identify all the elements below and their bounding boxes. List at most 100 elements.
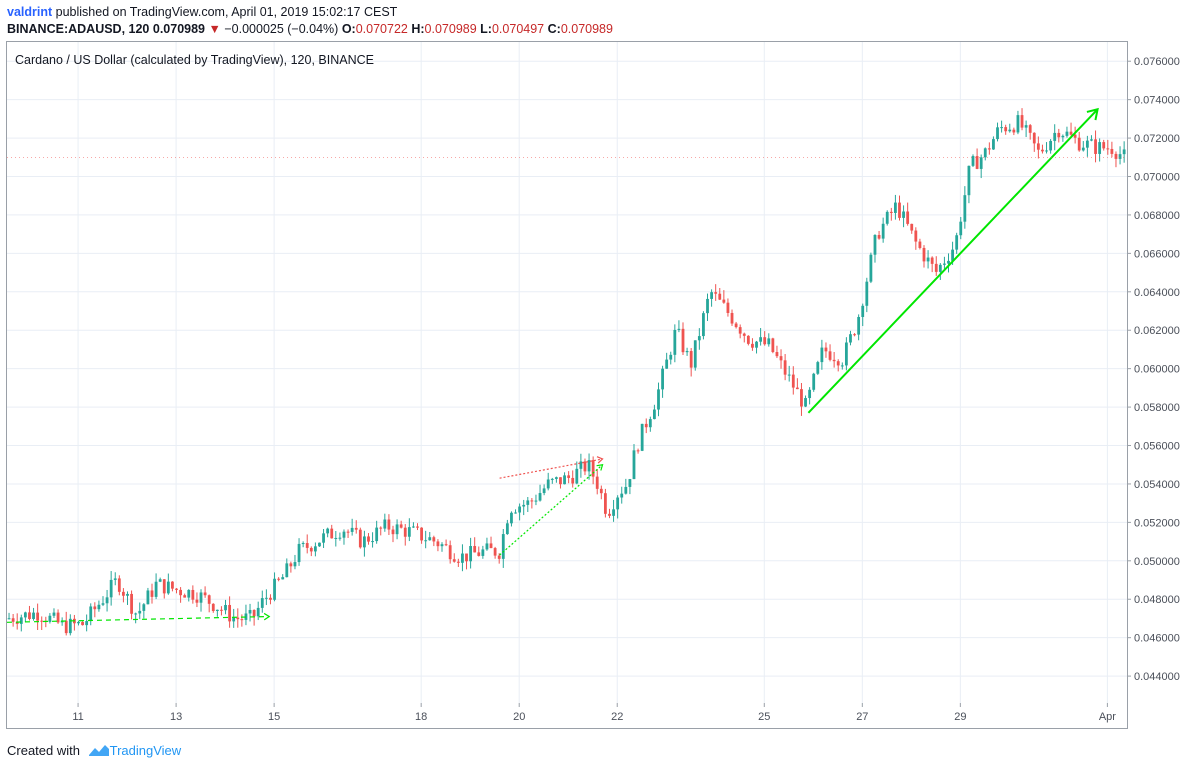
candle-body [64,620,68,634]
candle-body [285,563,289,578]
x-tick-label: 15 [268,711,280,723]
high-label: H: [411,22,425,36]
candle-body [318,542,321,547]
candle-body [1118,154,1122,159]
y-tick-label: 0.062000 [1134,325,1180,337]
candle-body [914,230,918,242]
candle-body [309,547,313,552]
candle-body [56,612,60,623]
published-text: published on TradingView.com, April 01, … [55,5,398,19]
tradingview-logo-icon[interactable] [88,743,110,760]
candle-body [873,234,877,255]
candle-body [808,389,812,399]
candle-body [947,260,950,264]
candle-body [1061,135,1065,138]
candle-body [636,450,640,452]
candle-body [759,337,763,342]
x-tick-label: 11 [72,711,83,723]
candle-body [358,529,362,548]
candle-body [105,597,109,604]
time-axis[interactable]: 11 13 15 18 20 22 25 27 29 Apr [72,703,1116,723]
author-name[interactable]: valdrint [7,5,53,19]
candle-body [240,619,244,621]
y-tick-label: 0.056000 [1134,441,1180,453]
candle-body [906,211,910,224]
candle-body [824,347,828,352]
candles [7,108,1126,636]
candle-body [1122,149,1126,155]
close-label: C: [547,22,561,36]
candle-body [142,604,146,611]
candle-body [1045,150,1048,152]
candle-body [260,598,264,608]
trendline-red-dotted [499,458,603,479]
candle-body [767,338,771,345]
candle-body [669,354,673,360]
candle-body [81,622,84,626]
y-tick-label: 0.058000 [1134,402,1180,414]
candle-body [1004,127,1008,132]
tradingview-brand[interactable]: TradingView [109,743,182,758]
candle-body [648,419,652,428]
candle-body [162,579,166,594]
candle-body [171,581,174,589]
candle-body [383,519,387,529]
candle-body [52,612,56,616]
candle-body [844,342,848,366]
candle-body [640,423,644,451]
candle-body [816,362,820,374]
candle-body [313,546,317,552]
candle-body [289,563,293,567]
y-tick-label: 0.066000 [1134,248,1180,260]
candle-body [1032,132,1036,144]
candle-body [175,588,178,590]
candle-body [522,504,526,507]
candle-body [195,599,199,603]
candle-body [444,544,448,546]
trendline-green-dashed [6,615,270,623]
candle-body [955,235,959,250]
candle-body [542,488,546,494]
candle-body [787,374,791,376]
candle-body [432,537,436,542]
candle-body [734,323,738,328]
candle-body [1081,147,1085,151]
trendline-arrowhead [596,456,604,464]
candle-body [179,589,182,596]
close-value: 0.070989 [560,22,613,36]
trendlines [6,107,1099,623]
candle-body [436,541,440,547]
candle-body [628,479,632,487]
candle-body [922,247,926,262]
candle-body [1041,149,1044,152]
candle-body [126,593,129,596]
candle-body [158,579,162,582]
last-price: 0.070989 [152,22,206,36]
candle-body [146,590,150,605]
candle-body [448,545,452,560]
candle-body [1049,140,1053,151]
candle-body [554,477,558,479]
candle-body [338,537,342,539]
candle-body [791,374,795,388]
candle-body [534,500,538,502]
candle-body [849,334,852,343]
candle-body [865,281,869,306]
candle-body [510,512,513,524]
trendline-arrowhead [596,463,604,471]
candle-body [722,299,726,303]
candle-body [746,335,750,344]
x-tick-label: 29 [954,711,966,723]
candle-body [1077,137,1081,151]
candle-body [379,527,383,529]
candle-body [248,609,252,614]
candle-body [461,553,464,563]
candle-body [28,612,31,619]
candle-body [951,249,954,261]
candle-body [269,597,272,600]
candle-body [910,223,914,231]
candle-body [1114,153,1118,159]
y-tick-label: 0.046000 [1134,633,1180,645]
price-axis[interactable]: 0.044000 0.046000 0.048000 0.050000 0.052000… [7,56,1180,683]
